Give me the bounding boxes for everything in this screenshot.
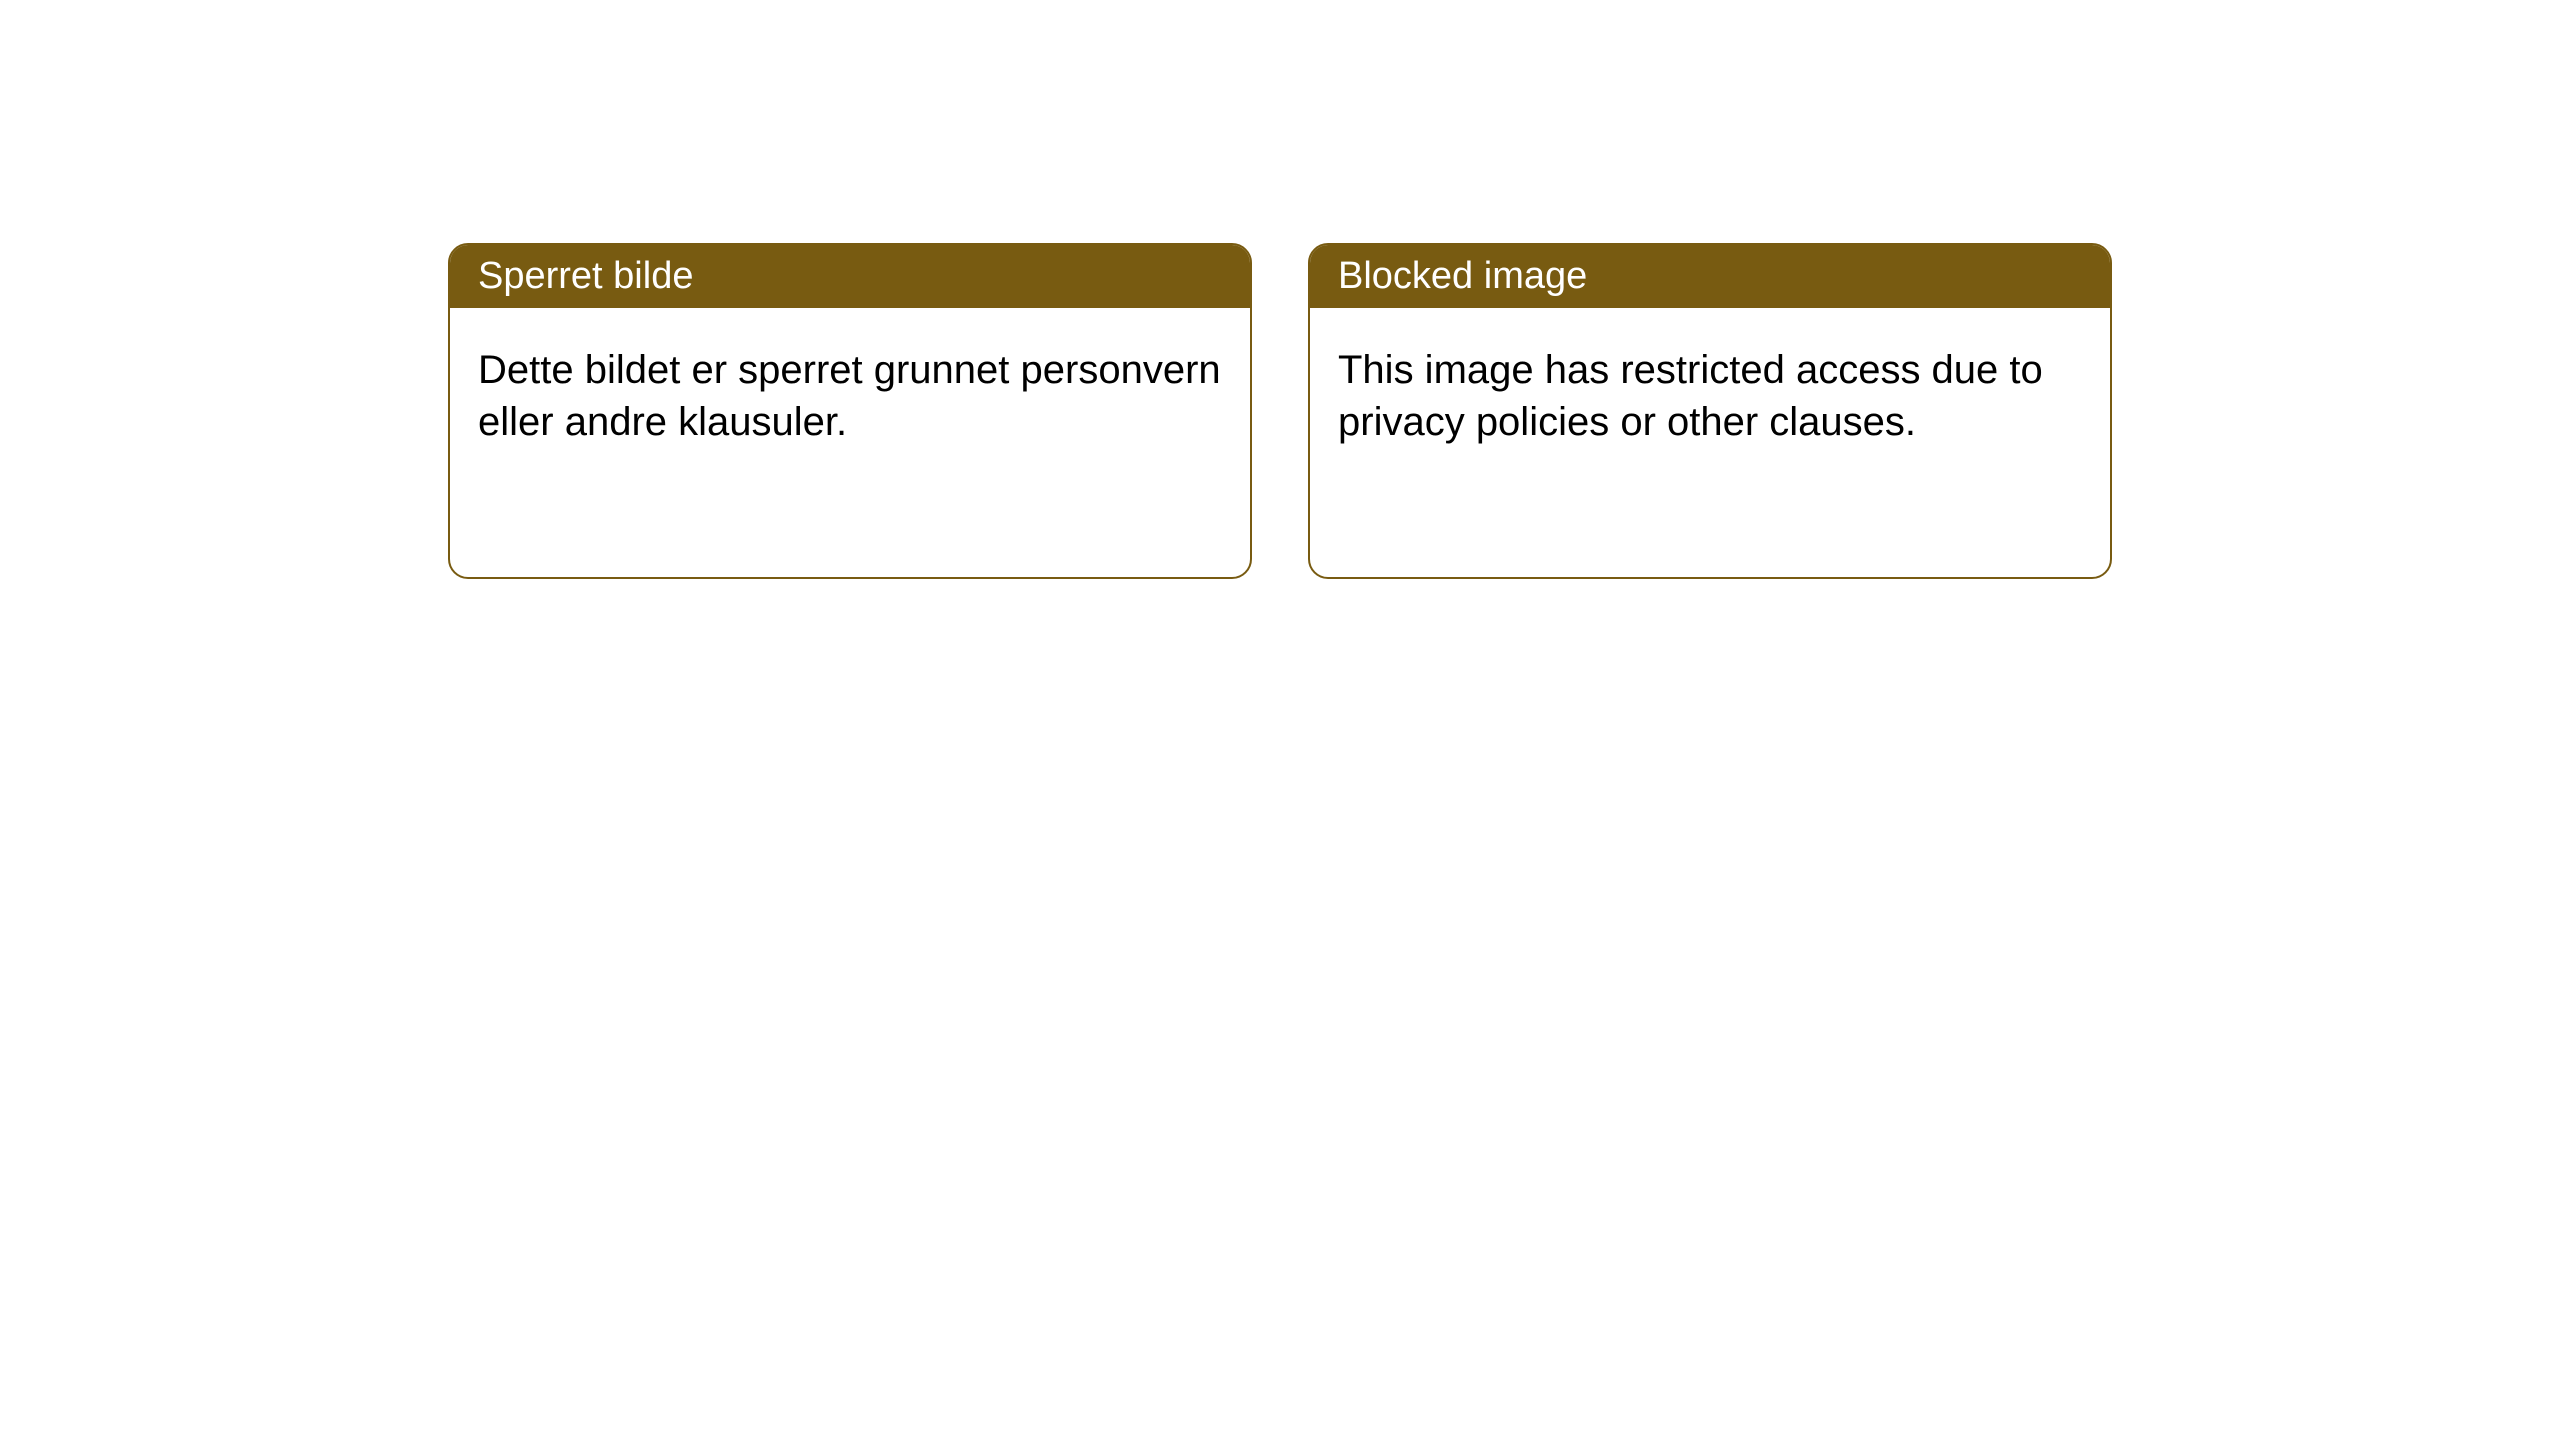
- card-message-en: This image has restricted access due to …: [1338, 348, 2043, 444]
- card-message-no: Dette bildet er sperret grunnet personve…: [478, 348, 1221, 444]
- blocked-image-card-no: Sperret bilde Dette bildet er sperret gr…: [448, 243, 1252, 579]
- card-title-no: Sperret bilde: [478, 255, 693, 297]
- card-body-no: Dette bildet er sperret grunnet personve…: [450, 308, 1250, 484]
- cards-container: Sperret bilde Dette bildet er sperret gr…: [0, 0, 2560, 579]
- card-body-en: This image has restricted access due to …: [1310, 308, 2110, 484]
- blocked-image-card-en: Blocked image This image has restricted …: [1308, 243, 2112, 579]
- card-title-en: Blocked image: [1338, 255, 1587, 297]
- card-header-no: Sperret bilde: [450, 245, 1250, 308]
- card-header-en: Blocked image: [1310, 245, 2110, 308]
